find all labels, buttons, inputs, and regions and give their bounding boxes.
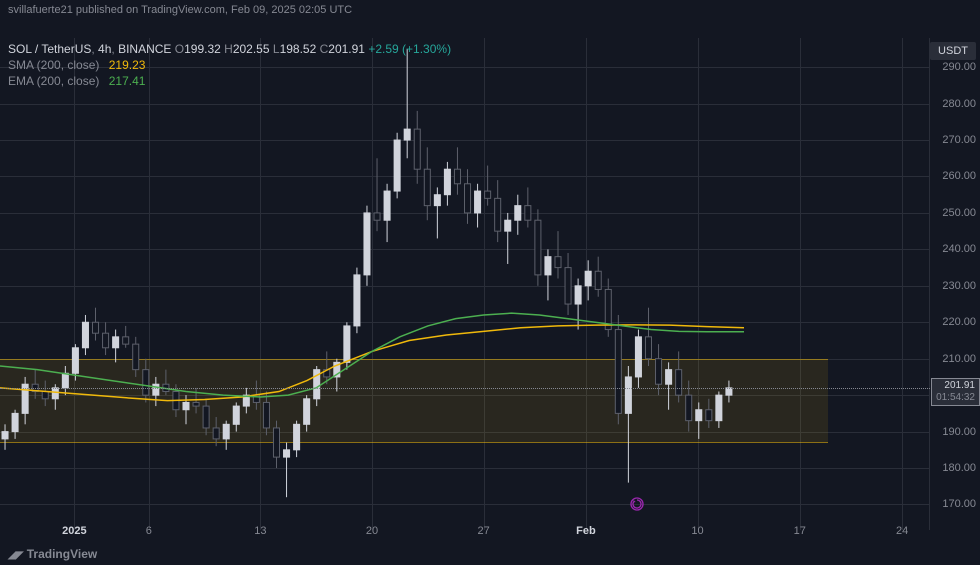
- legend-exchange: BINANCE: [118, 42, 171, 56]
- chart-legend: SOL / TetherUS, 4h, BINANCE O199.32 H202…: [8, 42, 451, 90]
- ohlc-change: +2.59: [368, 42, 398, 56]
- legend-ema: EMA (200, close) 217.41: [8, 74, 451, 88]
- current-price-line: [0, 388, 930, 389]
- price-tick: 250.00: [942, 207, 976, 219]
- legend-symbol: SOL / TetherUS: [8, 42, 91, 56]
- tradingview-watermark: ◢◤ TradingView: [8, 547, 97, 561]
- current-price-label: 201.9101:54:32: [931, 378, 980, 406]
- price-axis[interactable]: 290.00 280.00 270.00 260.00 250.00 240.00 230.…: [930, 38, 980, 530]
- price-tick: 190.00: [942, 426, 976, 438]
- price-tick: 260.00: [942, 170, 976, 182]
- ohlc-low: 198.52: [280, 42, 317, 56]
- refresh-icon[interactable]: [629, 496, 645, 512]
- price-tick: 230.00: [942, 280, 976, 292]
- legend-sma: SMA (200, close) 219.23: [8, 58, 451, 72]
- price-tick: 290.00: [942, 61, 976, 73]
- chart-svg: [0, 38, 930, 530]
- price-tick: 180.00: [942, 462, 976, 474]
- legend-main: SOL / TetherUS, 4h, BINANCE O199.32 H202…: [8, 42, 451, 56]
- price-tick: 220.00: [942, 316, 976, 328]
- sma-value: 219.23: [109, 58, 146, 72]
- current-price-value: 201.91: [936, 380, 975, 392]
- ohlc-open: 199.32: [184, 42, 221, 56]
- legend-interval: 4h: [98, 42, 111, 56]
- ema-value: 217.41: [109, 74, 146, 88]
- ohlc-close: 201.91: [328, 42, 365, 56]
- price-tick: 270.00: [942, 134, 976, 146]
- sma-label: SMA (200, close): [8, 58, 99, 72]
- countdown: 01:54:32: [936, 392, 975, 404]
- chart-container: SOL / TetherUS, 4h, BINANCE O199.32 H202…: [0, 20, 980, 565]
- chart-main[interactable]: [0, 38, 930, 530]
- ohlc-high: 202.55: [233, 42, 270, 56]
- price-tick: 280.00: [942, 98, 976, 110]
- publish-header: svillafuerte21 published on TradingView.…: [0, 0, 980, 20]
- price-tick: 170.00: [942, 498, 976, 510]
- quote-currency-badge: USDT: [930, 42, 976, 60]
- ohlc-change-pct: (+1.30%): [402, 42, 451, 56]
- price-tick: 240.00: [942, 243, 976, 255]
- price-tick: 210.00: [942, 353, 976, 365]
- ema-label: EMA (200, close): [8, 74, 99, 88]
